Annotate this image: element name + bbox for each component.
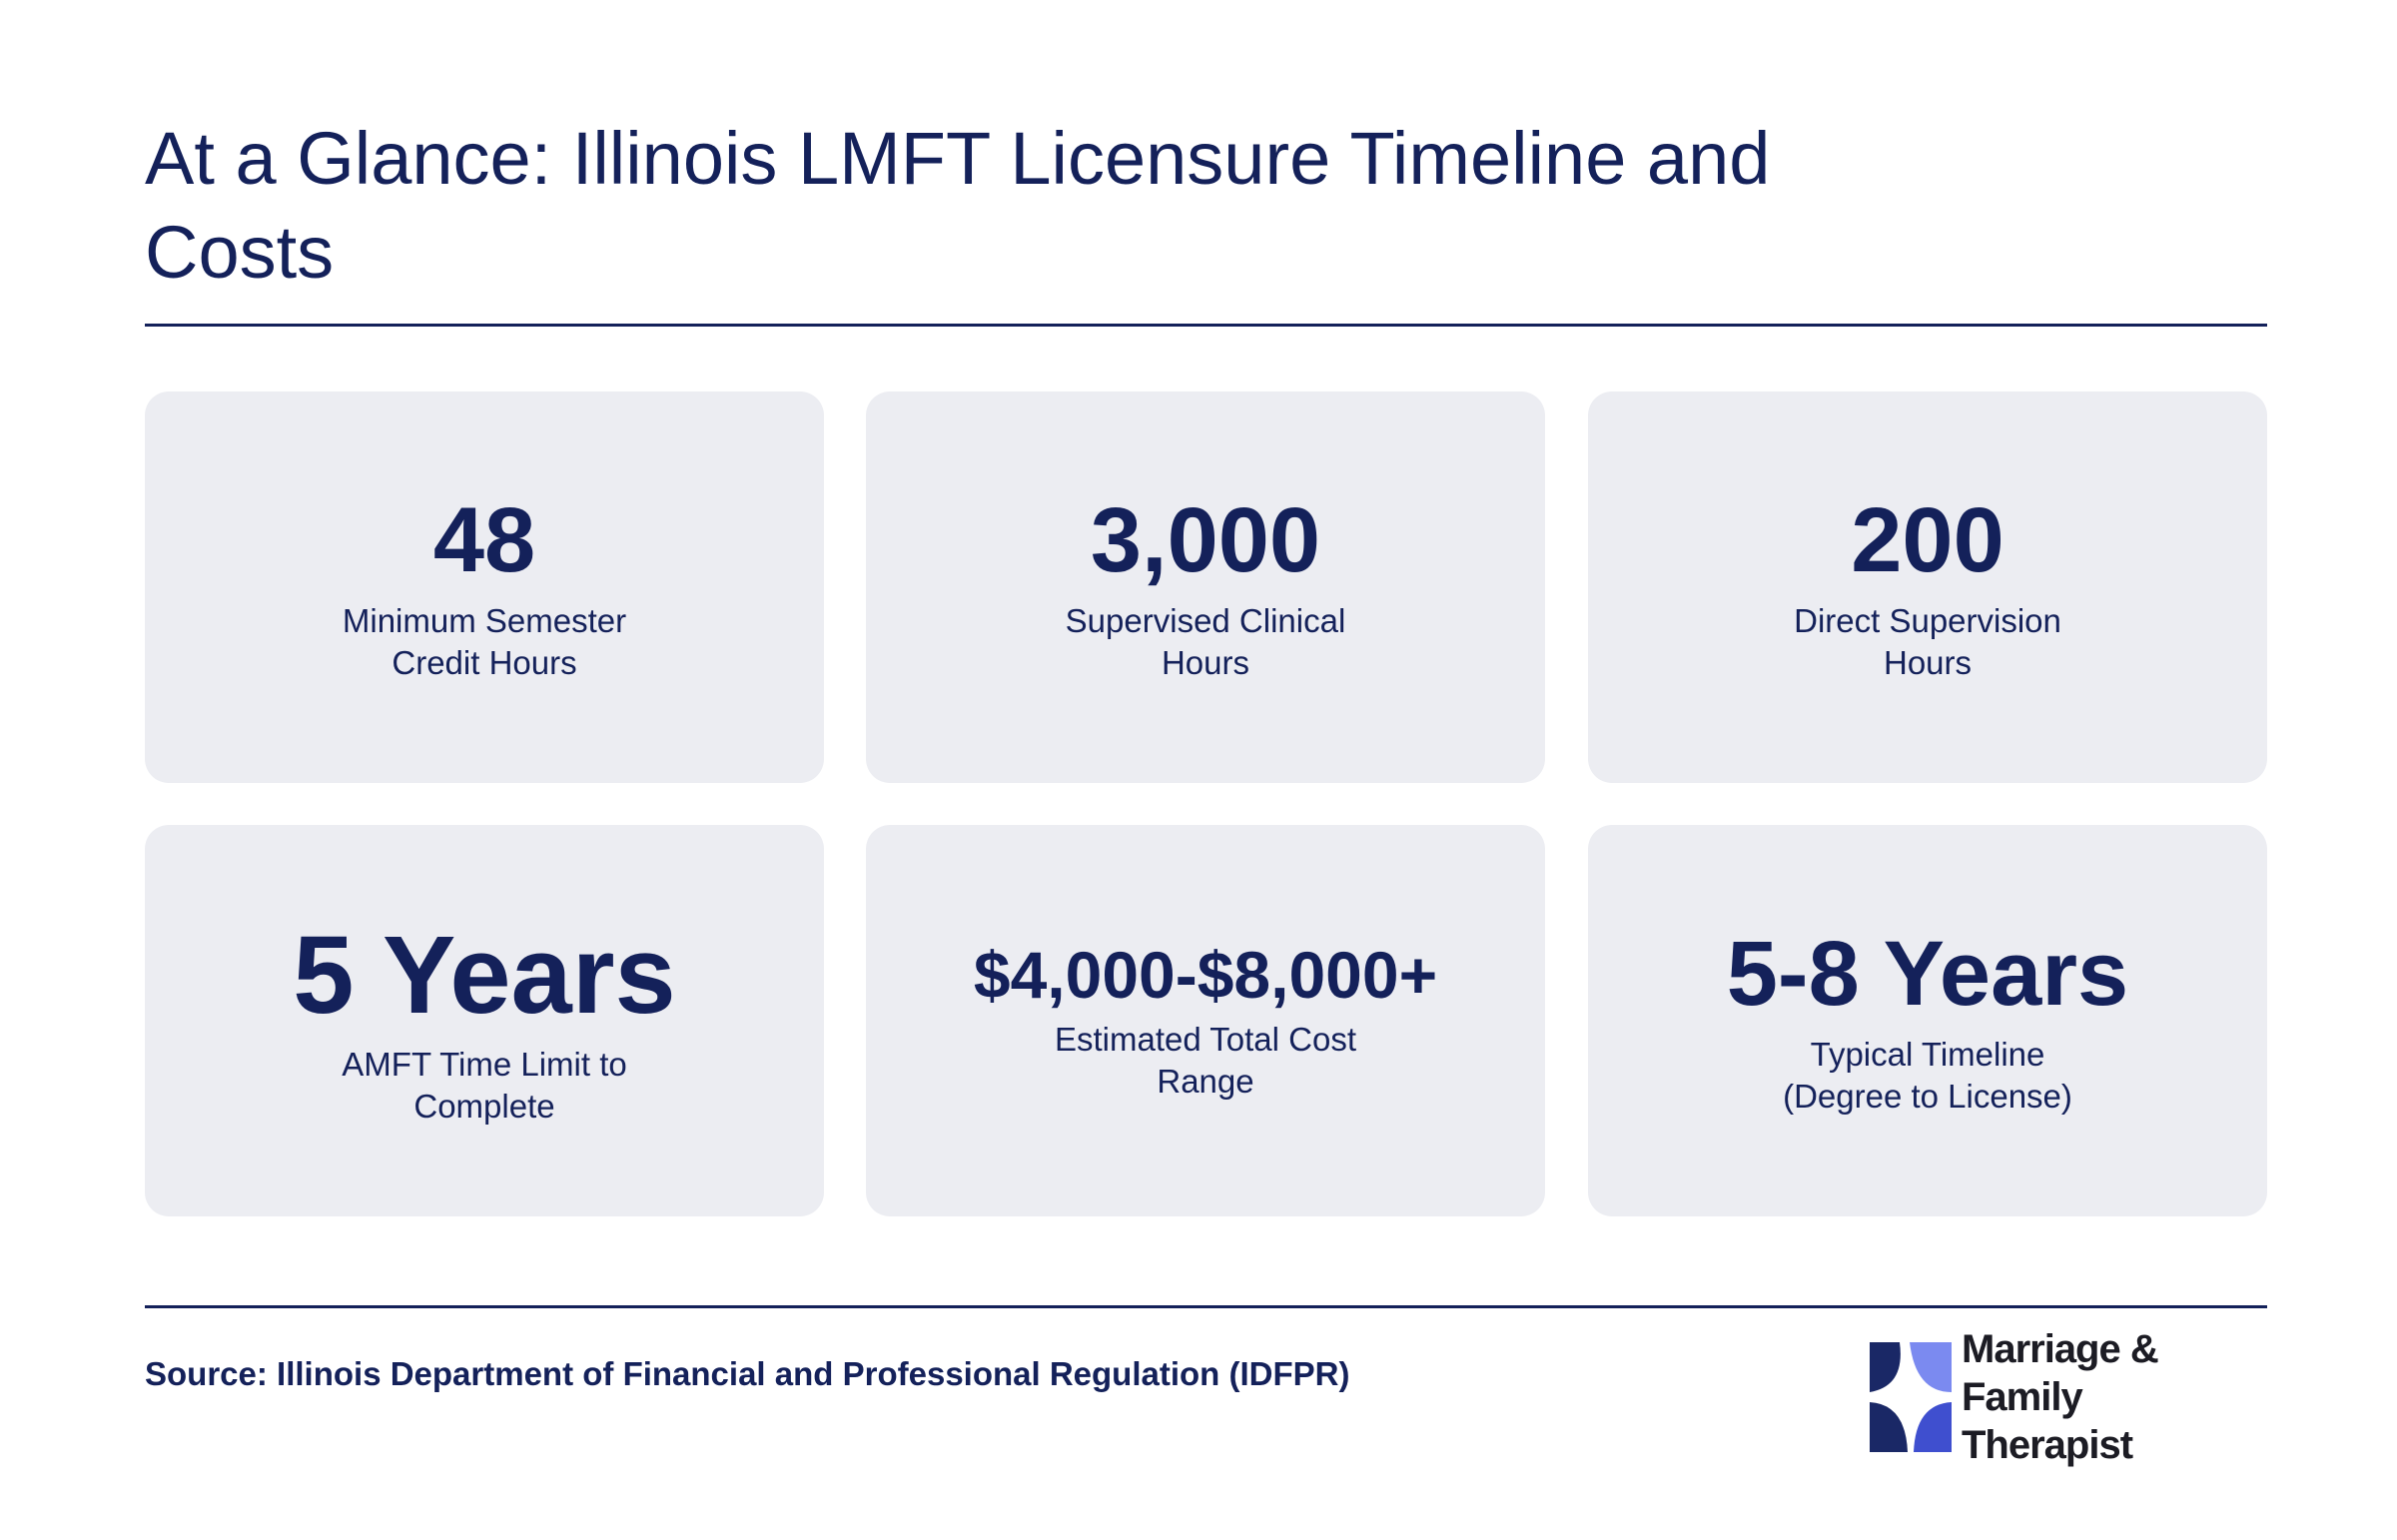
page-title: At a Glance: Illinois LMFT Licensure Tim… (145, 117, 1771, 294)
logo-mark-top-right (1910, 1342, 1952, 1392)
stat-card-supervision-hours: 200 Direct Supervision Hours (1588, 391, 2267, 783)
stat-card-clinical-hours: 3,000 Supervised Clinical Hours (866, 391, 1545, 783)
logo-mark-bottom-left (1870, 1402, 1908, 1452)
logo-mark-icon (1870, 1342, 1952, 1452)
stat-value: 5 Years (293, 913, 676, 1037)
stat-card-credit-hours: 48 Minimum Semester Credit Hours (145, 391, 824, 783)
stat-label: Minimum Semester Credit Hours (342, 601, 627, 681)
title-divider (145, 324, 2267, 327)
stat-label: Supervised Clinical Hours (1065, 601, 1346, 681)
logo-wordmark: Marriage & Family Therapist (1962, 1327, 2159, 1467)
stat-card-total-cost: $4,000-$8,000+ Estimated Total Cost Rang… (866, 825, 1545, 1216)
stat-label: Typical Timeline (Degree to License) (1783, 1035, 2072, 1115)
stat-label: Direct Supervision Hours (1794, 601, 2061, 681)
stat-value: 3,000 (1090, 489, 1321, 592)
stat-value: 5-8 Years (1726, 923, 2129, 1026)
stat-card-time-limit: 5 Years AMFT Time Limit to Complete (145, 825, 824, 1216)
brand-logo: Marriage & Family Therapist (1870, 1327, 2269, 1467)
logo-mark-top-left (1870, 1342, 1901, 1392)
stat-value: 200 (1851, 489, 2004, 592)
stat-value: $4,000-$8,000+ (973, 937, 1438, 1012)
stat-label: Estimated Total Cost Range (1054, 1021, 1357, 1101)
logo-mark-bottom-right (1914, 1402, 1952, 1452)
stat-value: 48 (432, 489, 536, 592)
source-note: Source: Illinois Department of Financial… (145, 1355, 1350, 1392)
stat-label: AMFT Time Limit to Complete (342, 1045, 627, 1125)
footer-divider (145, 1305, 2267, 1308)
stat-card-typical-timeline: 5-8 Years Typical Timeline (Degree to Li… (1588, 825, 2267, 1216)
